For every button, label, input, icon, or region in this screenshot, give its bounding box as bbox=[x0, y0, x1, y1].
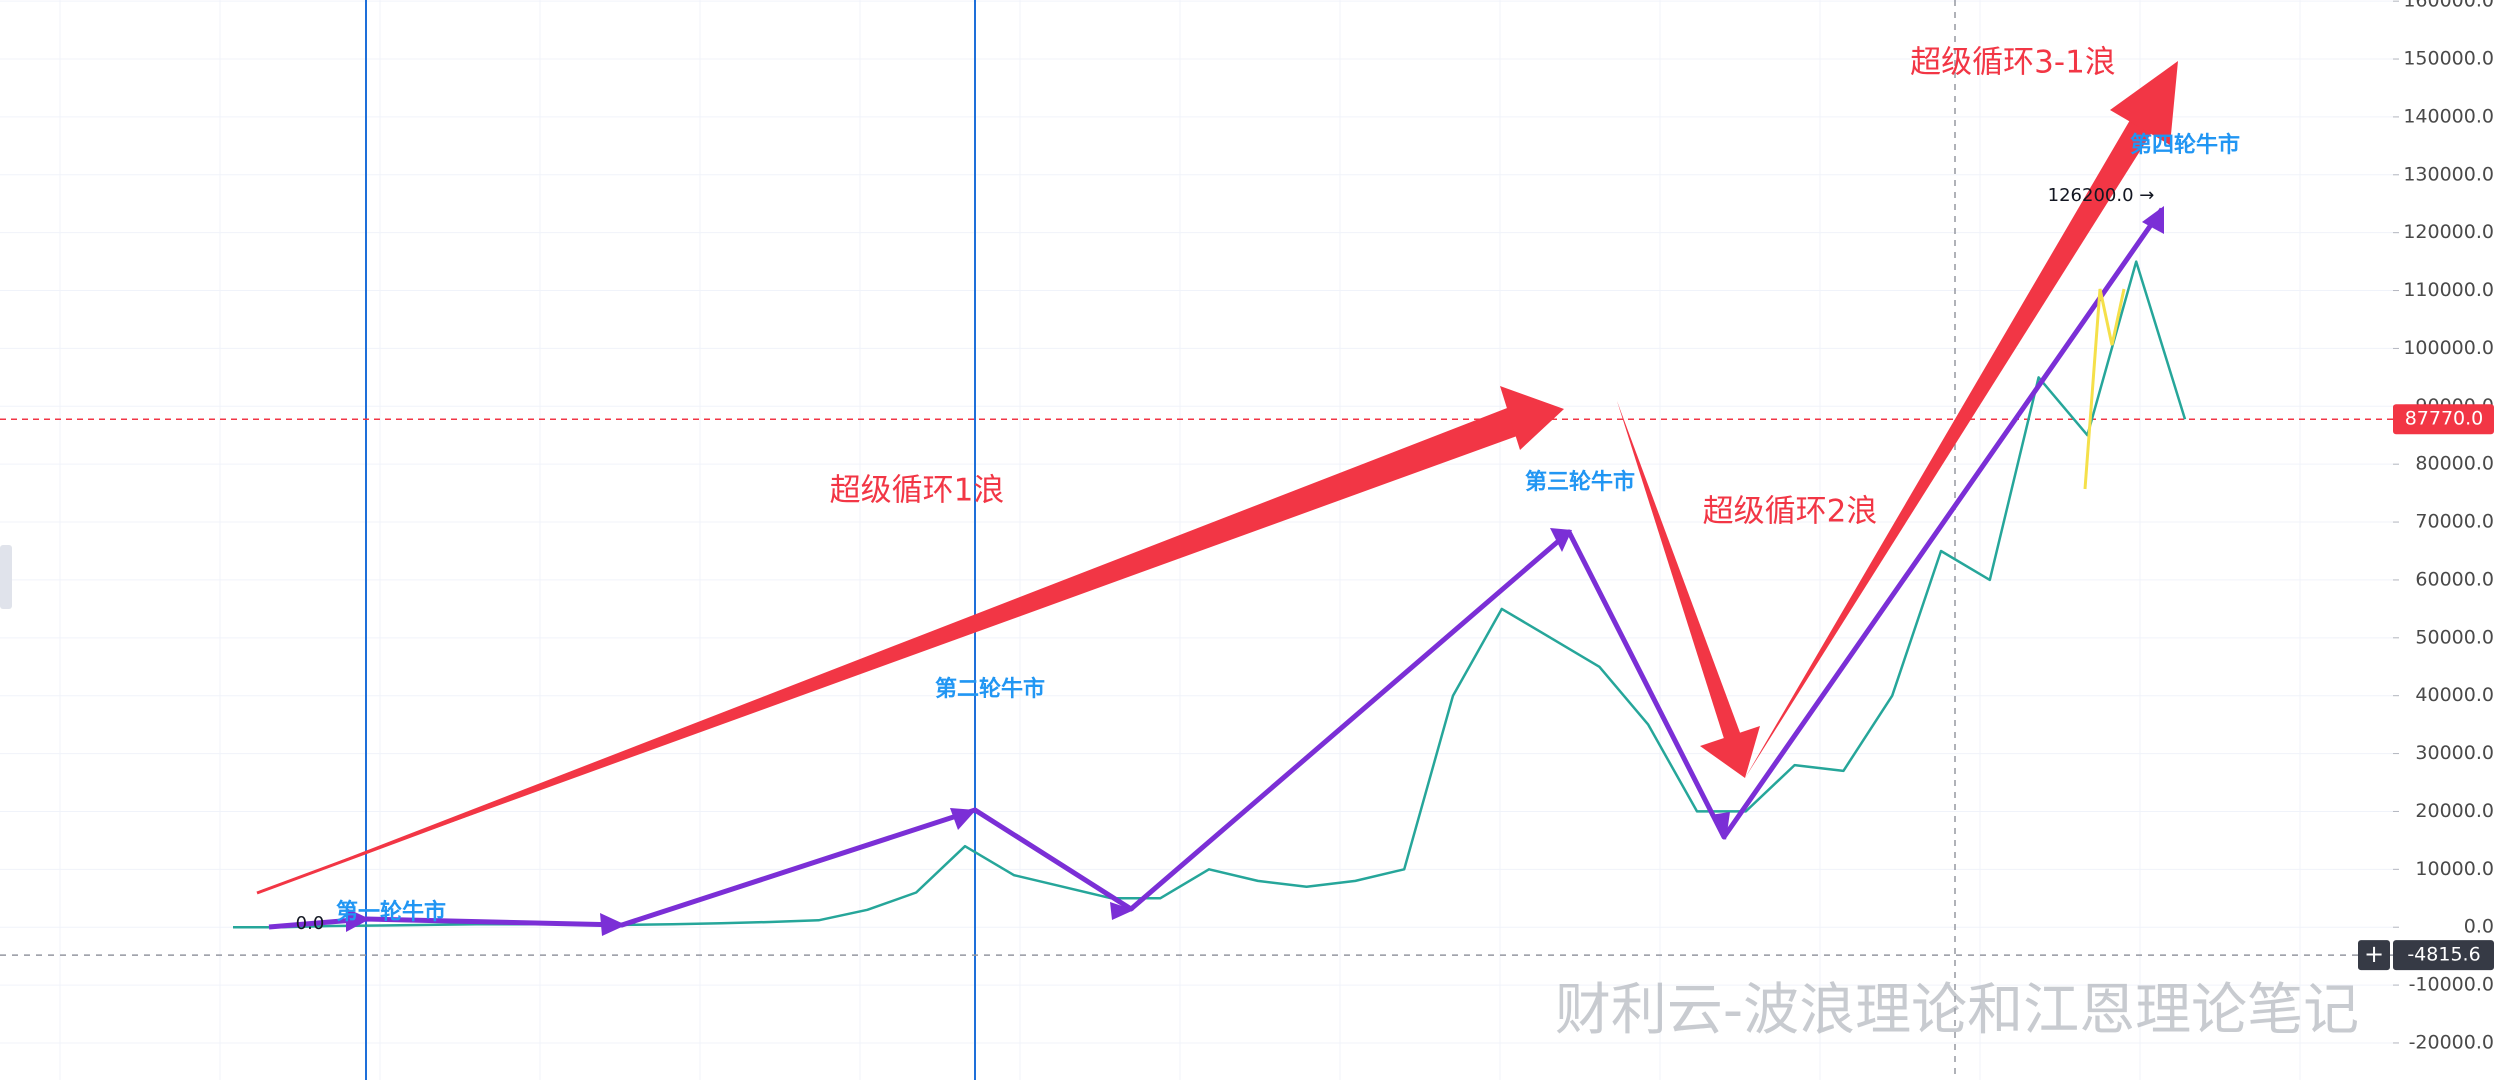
bull-label: 第四轮牛市 bbox=[2130, 132, 2240, 158]
y-tick-label: 160000.0 bbox=[2403, 0, 2494, 12]
wave-label: 超级循环1浪 bbox=[830, 473, 1005, 509]
side-handle bbox=[0, 545, 12, 609]
y-tick-label: 30000.0 bbox=[2415, 742, 2494, 764]
zero-label: 0.0 bbox=[296, 913, 325, 934]
y-tick-label: 10000.0 bbox=[2415, 858, 2494, 880]
y-tick-label: 70000.0 bbox=[2415, 511, 2494, 533]
y-tick-label: 100000.0 bbox=[2403, 337, 2494, 359]
y-tick-label: 120000.0 bbox=[2403, 221, 2494, 243]
wave-label: 超级循环3-1浪 bbox=[1910, 45, 2116, 81]
wave-label: 超级循环2浪 bbox=[1703, 494, 1878, 530]
price-axis-labels: -20000.0 -10000.0 0.0 10000.0 20000.0 30000.0… bbox=[2358, 0, 2494, 1053]
y-tick-label: 0.0 bbox=[2464, 916, 2494, 938]
high-label: 126200.0 → bbox=[2048, 185, 2155, 206]
y-tick-label: -20000.0 bbox=[2409, 1031, 2494, 1053]
y-tick-label: 50000.0 bbox=[2415, 626, 2494, 648]
price-axis bbox=[2393, 0, 2515, 1080]
y-tick-label: 20000.0 bbox=[2415, 800, 2494, 822]
wave-path-heads bbox=[346, 206, 2164, 936]
crosshair-tag-label: -4815.6 bbox=[2407, 944, 2480, 966]
bull-label: 第二轮牛市 bbox=[935, 676, 1045, 702]
bull-label: 第一轮牛市 bbox=[336, 899, 446, 925]
wave-arrow-head bbox=[1500, 386, 1564, 450]
y-tick-label: 150000.0 bbox=[2403, 48, 2494, 70]
wave-arrow-head bbox=[1700, 726, 1760, 778]
grid bbox=[0, 0, 2393, 1080]
y-tick-label: 130000.0 bbox=[2403, 163, 2494, 185]
sub-wave bbox=[2083, 288, 2126, 490]
crosshair-button-label: + bbox=[2364, 940, 2384, 968]
y-tick-label: 140000.0 bbox=[2403, 105, 2494, 127]
wave-arrow-head bbox=[2110, 61, 2178, 145]
wave-arrow bbox=[257, 403, 1528, 893]
wave-arrow bbox=[1617, 401, 1742, 745]
price-tag bbox=[2393, 404, 2494, 435]
y-tick-label: 40000.0 bbox=[2415, 684, 2494, 706]
y-tick-label: -10000.0 bbox=[2409, 974, 2494, 996]
crosshair-tag bbox=[2393, 940, 2494, 971]
wave-arrow bbox=[1745, 120, 2152, 778]
y-tick-label: 80000.0 bbox=[2415, 453, 2494, 475]
price-tag-label: 87770.0 bbox=[2405, 408, 2484, 430]
y-tick-label: 60000.0 bbox=[2415, 568, 2494, 590]
y-tick-label: 110000.0 bbox=[2403, 279, 2494, 301]
bull-label: 第三轮牛市 bbox=[1525, 469, 1635, 495]
crosshair-button[interactable] bbox=[2358, 940, 2390, 971]
watermark: 财利云-波浪理论和江恩理论笔记 bbox=[1555, 978, 2359, 1043]
wave-path bbox=[268, 207, 2165, 930]
